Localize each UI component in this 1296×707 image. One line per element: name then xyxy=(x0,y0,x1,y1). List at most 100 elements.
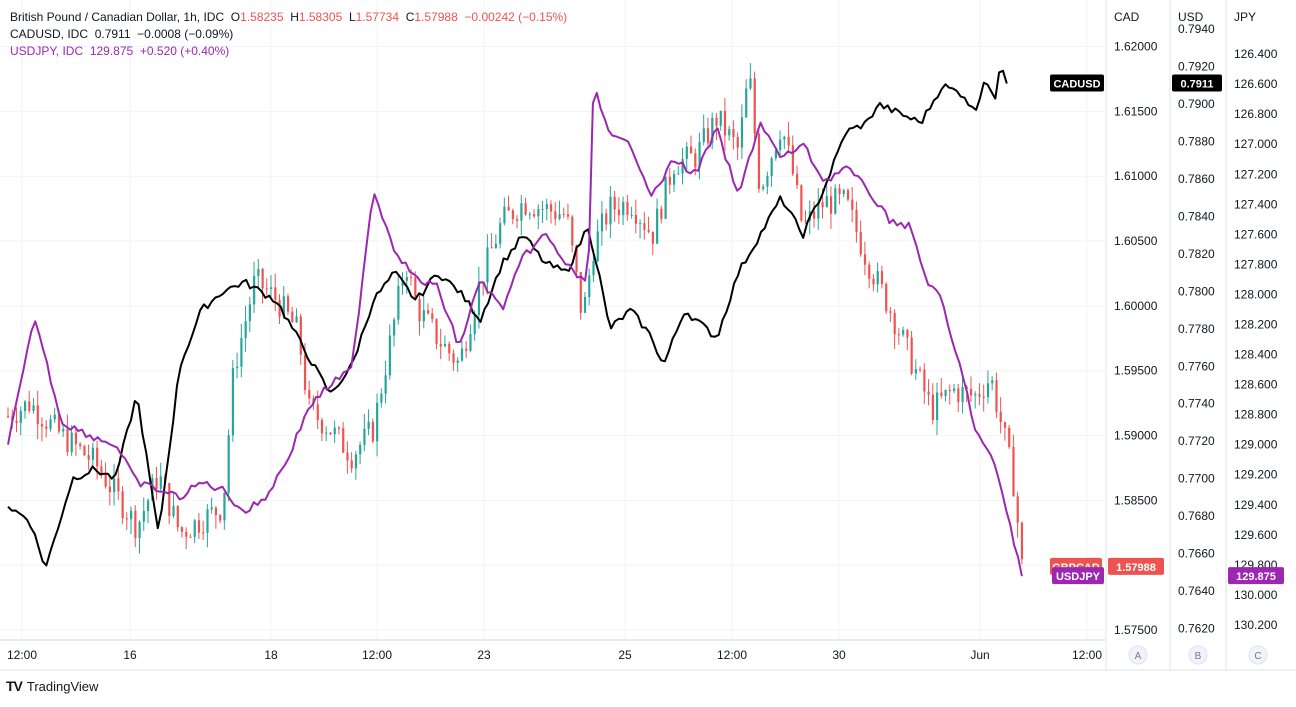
candle-body-151 xyxy=(647,229,650,232)
candle-body-99 xyxy=(426,310,430,314)
gbpcad-last-value-bg xyxy=(1108,557,1164,575)
legend-usdjpy-label: USDJPY, IDC xyxy=(10,44,84,58)
candle-body-35 xyxy=(155,477,158,489)
axis-usd-tick-0: 0.7940 xyxy=(1178,22,1215,36)
candle-body-187 xyxy=(800,185,803,221)
candle-body-106 xyxy=(456,360,459,363)
axis-jpy-tick-9: 128.200 xyxy=(1234,317,1278,331)
tradingview-footer[interactable]: TV TradingView xyxy=(6,678,98,694)
candle-body-236 xyxy=(1008,427,1011,447)
axis-title-cad: CAD xyxy=(1114,10,1140,24)
candle-body-177 xyxy=(757,133,761,189)
candle-body-181 xyxy=(774,150,778,159)
candle-body-100 xyxy=(431,313,434,320)
candle-body-83 xyxy=(359,445,362,455)
candle-body-149 xyxy=(639,223,642,225)
candle-body-165 xyxy=(706,128,710,144)
axis-title-jpy: JPY xyxy=(1234,10,1256,24)
axis-usd-tick-7: 0.7800 xyxy=(1178,284,1215,298)
legend-cadusd-label: CADUSD, IDC xyxy=(10,27,89,41)
legend-change: −0.00242 (−0.15%) xyxy=(464,10,568,24)
usdjpy-last-value: 129.875 xyxy=(1236,571,1276,583)
candle-body-89 xyxy=(384,375,387,394)
candle-body-153 xyxy=(656,208,659,244)
candle-body-138 xyxy=(592,261,595,276)
candle-body-38 xyxy=(168,482,171,516)
axis-button-b[interactable] xyxy=(1188,645,1208,665)
candle-body-66 xyxy=(286,296,290,312)
candle-body-31 xyxy=(138,521,141,538)
axis-jpy-tick-7: 127.800 xyxy=(1234,257,1278,271)
candle-body-98 xyxy=(422,310,425,322)
candle-body-70 xyxy=(303,354,307,390)
candle-body-178 xyxy=(762,186,765,189)
candle-body-81 xyxy=(350,460,353,469)
axis-usd-tick-11: 0.7720 xyxy=(1178,434,1215,448)
candle-body-220 xyxy=(940,392,943,396)
candle-body-15 xyxy=(70,432,73,453)
candle-body-119 xyxy=(511,210,515,220)
candle-body-143 xyxy=(613,196,616,210)
axis-usd-tick-16: 0.7620 xyxy=(1178,621,1215,635)
legend-close: 1.57988 xyxy=(414,10,458,24)
axis-jpy-tick-8: 128.000 xyxy=(1234,287,1278,301)
legend-open-label: O xyxy=(230,10,241,24)
cadusd-line[interactable] xyxy=(7,69,1008,567)
candle-body-84 xyxy=(363,428,366,446)
axis-cad-tick-5: 1.59500 xyxy=(1114,364,1158,378)
axis-usd-tick-15: 0.7640 xyxy=(1178,584,1215,598)
axis-cad-tick-7: 1.58500 xyxy=(1114,493,1158,507)
candle-body-18 xyxy=(83,446,86,456)
candle-body-227 xyxy=(969,388,973,396)
candle-body-184 xyxy=(787,136,790,146)
candle-body-125 xyxy=(537,209,540,217)
time-tick-4: 23 xyxy=(477,648,491,662)
candle-body-101 xyxy=(435,319,438,344)
candle-body-109 xyxy=(469,334,472,351)
legend-usdjpy-row[interactable]: USDJPY, IDC 129.875 +0.520 (+0.40%) xyxy=(10,43,567,60)
candle-body-13 xyxy=(62,428,65,432)
candle-body-197 xyxy=(842,190,845,194)
candle-body-195 xyxy=(834,188,837,214)
legend-usdjpy-change: +0.520 (+0.40%) xyxy=(139,44,230,58)
candle-body-238 xyxy=(1016,496,1019,523)
axis-button-a[interactable] xyxy=(1128,645,1148,665)
candle-body-127 xyxy=(545,204,548,210)
candle-body-71 xyxy=(308,389,311,399)
candle-body-75 xyxy=(325,432,328,434)
usdjpy-label: USDJPY xyxy=(1056,571,1101,583)
candle-body-94 xyxy=(405,277,408,281)
candle-body-228 xyxy=(974,394,977,396)
candle-body-191 xyxy=(817,202,820,219)
candle-body-44 xyxy=(193,520,196,537)
axis-cad-tick-0: 1.62000 xyxy=(1114,40,1158,54)
candle-body-231 xyxy=(986,383,990,398)
candle-body-185 xyxy=(791,145,794,174)
axis-jpy-tick-15: 129.400 xyxy=(1234,498,1278,512)
candle-body-19 xyxy=(87,455,90,460)
candle-body-147 xyxy=(630,214,633,216)
candle-body-131 xyxy=(562,214,565,216)
candle-body-219 xyxy=(936,392,939,421)
gbpcad-last-value: 1.57988 xyxy=(1116,562,1156,574)
candle-body-148 xyxy=(634,214,638,224)
axis-cad-tick-6: 1.59000 xyxy=(1114,429,1158,443)
candle-body-8 xyxy=(40,424,44,427)
candle-body-135 xyxy=(579,271,582,313)
candle-body-21 xyxy=(96,447,99,467)
candle-body-130 xyxy=(558,214,561,219)
candle-body-29 xyxy=(130,510,133,520)
candle-body-157 xyxy=(673,174,676,185)
candle-body-222 xyxy=(948,389,951,391)
legend-cadusd-row[interactable]: CADUSD, IDC 0.7911 −0.0008 (−0.09%) xyxy=(10,26,567,43)
axis-button-c[interactable] xyxy=(1248,645,1268,665)
legend-high: 1.58305 xyxy=(298,10,343,24)
candle-body-67 xyxy=(291,311,294,323)
axis-cad-tick-4: 1.60000 xyxy=(1114,299,1158,313)
candle-body-182 xyxy=(779,139,782,151)
candle-body-218 xyxy=(931,394,934,421)
candle-body-128 xyxy=(549,204,553,212)
usdjpy-line[interactable] xyxy=(7,91,1023,577)
